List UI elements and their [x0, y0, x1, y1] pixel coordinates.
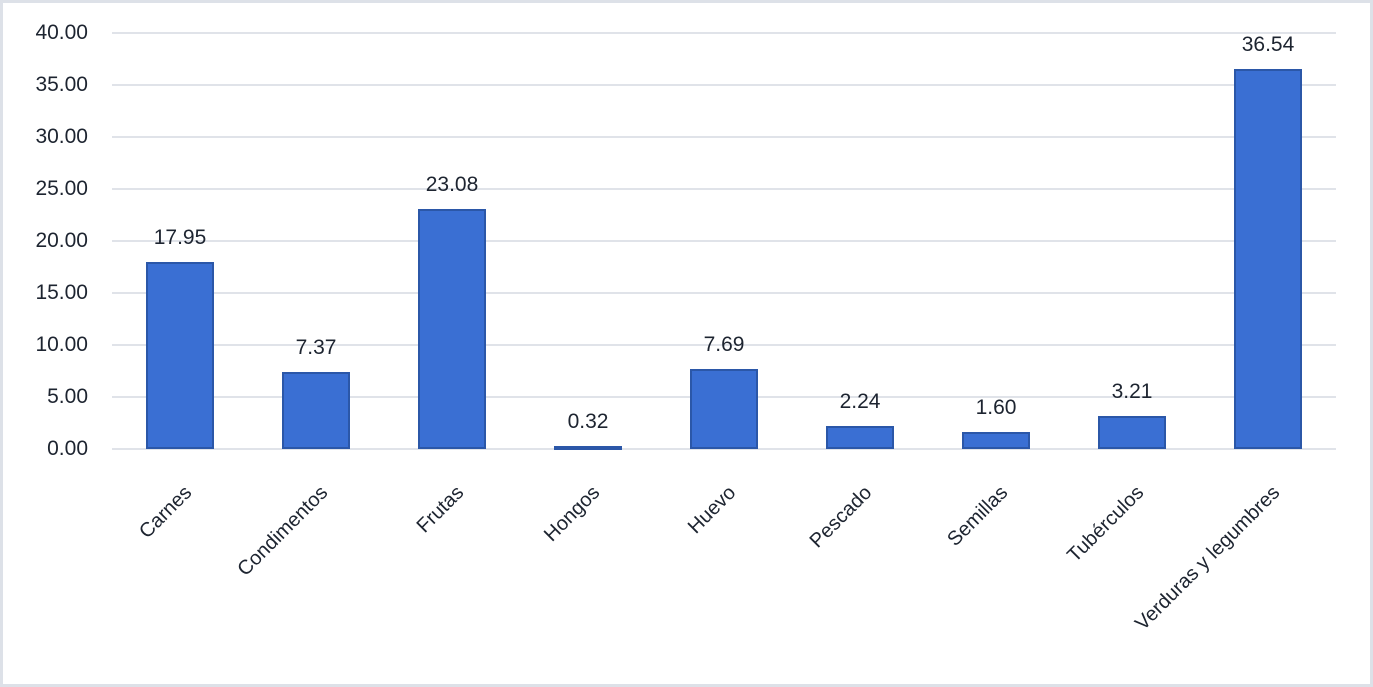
gridline	[112, 136, 1336, 138]
gridline	[112, 32, 1336, 34]
y-axis-tick-label: 0.00	[47, 437, 88, 460]
bar-value-label: 7.37	[295, 336, 337, 360]
bar-value-label: 3.21	[1111, 379, 1153, 403]
bar-value-label: 23.08	[425, 172, 479, 196]
category-label: Verduras y legumbres	[1131, 481, 1285, 635]
y-axis-tick-label: 15.00	[35, 281, 88, 304]
bar-value-label: 2.24	[839, 389, 881, 413]
gridline	[112, 84, 1336, 86]
gridline	[112, 292, 1336, 294]
bar	[146, 262, 214, 449]
y-axis-tick-label: 5.00	[47, 385, 88, 408]
y-axis-tick-label: 35.00	[35, 73, 88, 96]
bar-value-label: 1.60	[975, 396, 1017, 420]
bar	[418, 208, 486, 449]
gridline	[112, 240, 1336, 242]
bar-value-label: 7.69	[703, 333, 745, 357]
bar	[1234, 68, 1302, 449]
bar-value-label: 17.95	[153, 226, 207, 250]
bar	[962, 432, 1030, 449]
y-axis-tick-label: 10.00	[35, 333, 88, 356]
gridline	[112, 448, 1336, 450]
bar	[690, 369, 758, 449]
y-axis-tick-label: 25.00	[35, 177, 88, 200]
y-axis-tick-label: 30.00	[35, 125, 88, 148]
gridline	[112, 344, 1336, 346]
bar	[826, 425, 894, 449]
bar-value-label: 36.54	[1241, 32, 1295, 56]
y-axis-tick-label: 20.00	[35, 229, 88, 252]
bar	[1098, 415, 1166, 449]
bar	[282, 372, 350, 449]
bar	[554, 445, 622, 450]
gridline	[112, 188, 1336, 190]
bar-value-label: 0.32	[567, 409, 609, 433]
y-axis-tick-label: 40.00	[35, 21, 88, 44]
